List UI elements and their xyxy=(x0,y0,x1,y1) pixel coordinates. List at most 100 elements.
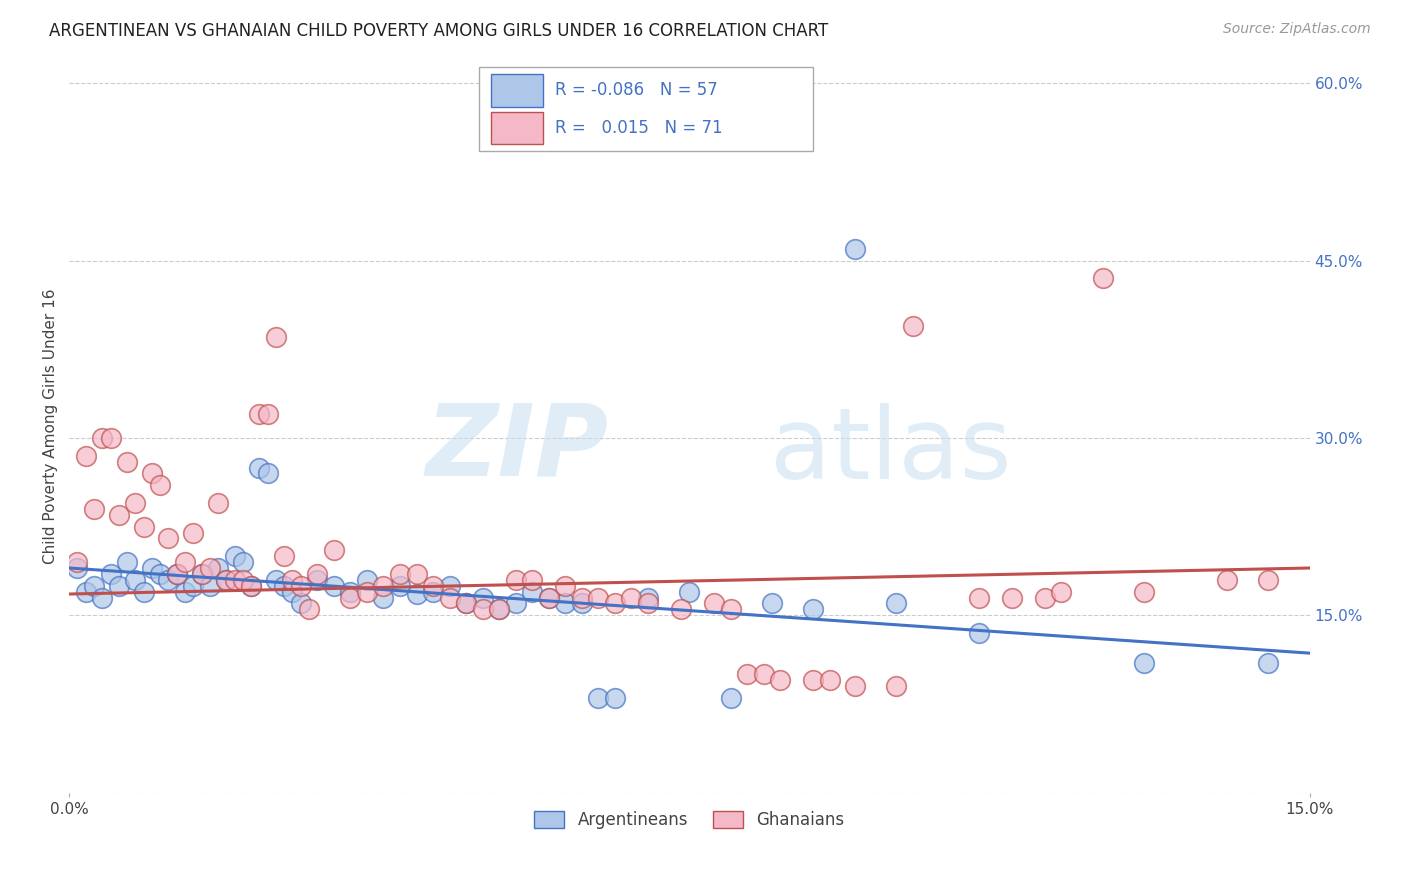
Point xyxy=(108,579,131,593)
Point xyxy=(75,584,97,599)
Point xyxy=(298,602,321,616)
Point xyxy=(256,467,278,481)
Point xyxy=(669,602,692,616)
Point xyxy=(181,525,204,540)
Point xyxy=(603,691,626,706)
Point xyxy=(273,549,295,564)
Point xyxy=(488,602,510,616)
Point xyxy=(373,579,395,593)
Point xyxy=(522,584,544,599)
Point xyxy=(637,597,659,611)
Point xyxy=(505,573,527,587)
Point xyxy=(356,584,378,599)
Point xyxy=(91,591,114,605)
Point xyxy=(720,691,742,706)
Point xyxy=(249,460,271,475)
Point xyxy=(190,566,212,581)
Point xyxy=(66,555,89,569)
Point xyxy=(198,579,221,593)
Point xyxy=(571,591,593,605)
Point xyxy=(571,597,593,611)
Point xyxy=(901,318,924,333)
Point xyxy=(141,467,163,481)
Point xyxy=(232,573,254,587)
Point xyxy=(761,597,783,611)
Point xyxy=(388,579,411,593)
Point xyxy=(678,584,700,599)
Point xyxy=(115,454,138,468)
Point xyxy=(537,591,560,605)
Point xyxy=(844,242,866,256)
Point xyxy=(637,591,659,605)
Point xyxy=(83,502,105,516)
Point xyxy=(124,496,146,510)
Point xyxy=(91,431,114,445)
Point xyxy=(967,626,990,640)
Point xyxy=(769,673,792,688)
Point xyxy=(588,691,610,706)
Point xyxy=(720,602,742,616)
Point xyxy=(157,573,180,587)
Point xyxy=(100,431,122,445)
FancyBboxPatch shape xyxy=(491,112,543,144)
Point xyxy=(1216,573,1239,587)
Point xyxy=(75,449,97,463)
Legend: Argentineans, Ghanaians: Argentineans, Ghanaians xyxy=(527,804,851,836)
Point xyxy=(703,597,725,611)
Point xyxy=(307,566,329,581)
Point xyxy=(157,532,180,546)
Point xyxy=(752,667,775,681)
Point xyxy=(281,584,304,599)
Point xyxy=(1033,591,1056,605)
Point xyxy=(224,549,246,564)
Point xyxy=(290,579,312,593)
FancyBboxPatch shape xyxy=(491,74,543,106)
Point xyxy=(388,566,411,581)
Point xyxy=(405,587,427,601)
Point xyxy=(83,579,105,593)
Point xyxy=(240,579,263,593)
Point xyxy=(181,579,204,593)
Point xyxy=(439,579,461,593)
Point xyxy=(735,667,758,681)
Point xyxy=(166,566,188,581)
Point xyxy=(322,543,344,558)
Point xyxy=(405,566,427,581)
Point xyxy=(373,591,395,605)
Point xyxy=(240,579,263,593)
Point xyxy=(620,591,643,605)
Point xyxy=(339,591,361,605)
Point xyxy=(537,591,560,605)
Point xyxy=(190,566,212,581)
Point xyxy=(1133,656,1156,670)
Point xyxy=(803,602,825,616)
Point xyxy=(132,584,155,599)
Point xyxy=(141,561,163,575)
Point xyxy=(149,566,172,581)
Point xyxy=(505,597,527,611)
Point xyxy=(264,573,287,587)
Text: ARGENTINEAN VS GHANAIAN CHILD POVERTY AMONG GIRLS UNDER 16 CORRELATION CHART: ARGENTINEAN VS GHANAIAN CHILD POVERTY AM… xyxy=(49,22,828,40)
Point xyxy=(100,566,122,581)
Point xyxy=(198,561,221,575)
Point xyxy=(207,496,229,510)
Point xyxy=(249,407,271,421)
Point xyxy=(471,602,494,616)
Point xyxy=(174,584,197,599)
Point xyxy=(166,566,188,581)
Point xyxy=(1001,591,1024,605)
Point xyxy=(967,591,990,605)
Point xyxy=(1050,584,1073,599)
Point xyxy=(884,679,907,693)
Text: atlas: atlas xyxy=(770,403,1012,500)
Point xyxy=(471,591,494,605)
Point xyxy=(818,673,841,688)
Point xyxy=(115,555,138,569)
Point xyxy=(290,597,312,611)
Point xyxy=(215,573,238,587)
Point xyxy=(264,330,287,344)
Point xyxy=(215,573,238,587)
Point xyxy=(339,584,361,599)
Point xyxy=(281,573,304,587)
Y-axis label: Child Poverty Among Girls Under 16: Child Poverty Among Girls Under 16 xyxy=(44,288,58,564)
